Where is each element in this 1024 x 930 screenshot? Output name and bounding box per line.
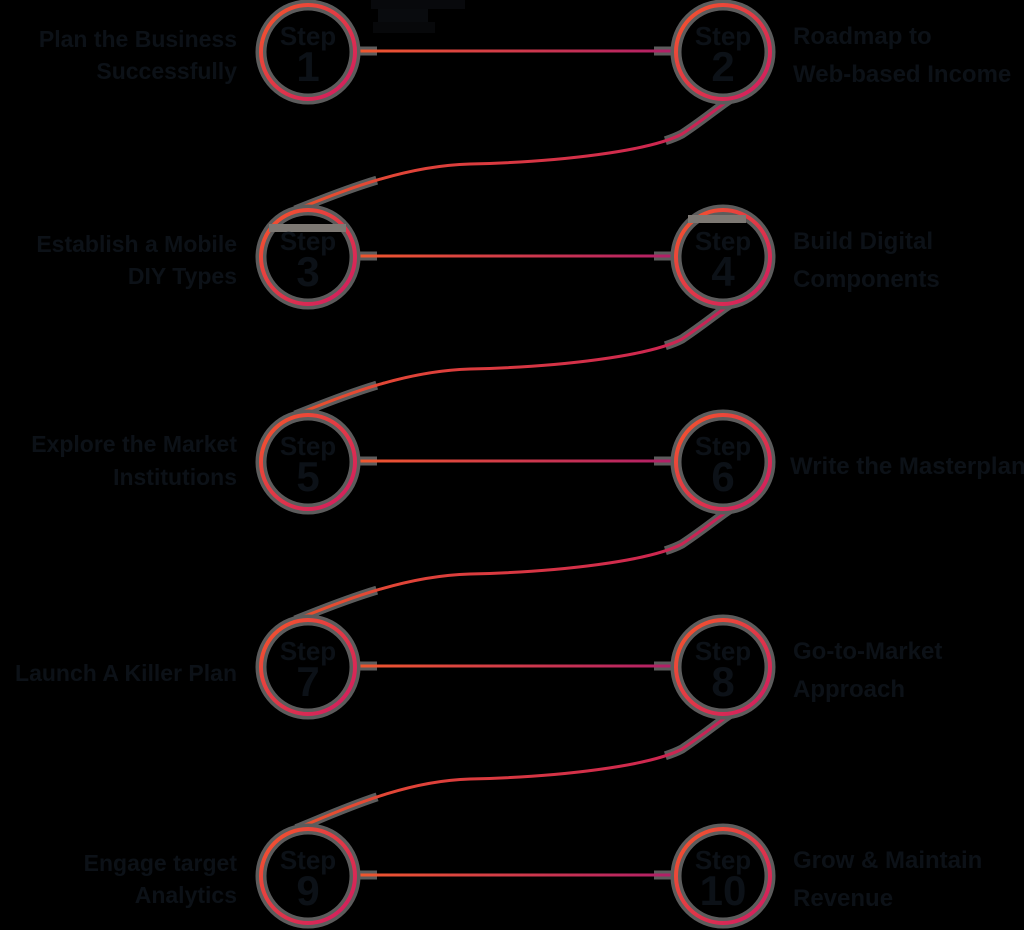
svg-text:Step: Step (280, 226, 336, 256)
svg-text:5: 5 (296, 453, 319, 500)
svg-text:3: 3 (296, 248, 319, 295)
svg-text:Step: Step (695, 636, 751, 666)
svg-text:Components: Components (793, 266, 940, 293)
svg-text:Launch A Killer Plan: Launch A Killer Plan (15, 660, 237, 686)
svg-text:Revenue: Revenue (793, 885, 893, 912)
svg-text:Analytics: Analytics (135, 882, 237, 908)
svg-text:Step: Step (695, 845, 751, 875)
svg-text:Step: Step (695, 226, 751, 256)
svg-text:Step: Step (280, 636, 336, 666)
svg-text:Go-to-Market: Go-to-Market (793, 638, 942, 665)
svg-text:DIY Types: DIY Types (128, 263, 237, 289)
svg-text:Step: Step (695, 431, 751, 461)
svg-text:Write the Masterplan: Write the Masterplan (790, 453, 1024, 480)
svg-text:Plan the Business: Plan the Business (39, 26, 237, 52)
svg-text:9: 9 (296, 867, 319, 914)
svg-text:Web-based Income: Web-based Income (793, 61, 1011, 88)
svg-text:Step: Step (280, 431, 336, 461)
svg-text:7: 7 (296, 658, 319, 705)
svg-text:Step: Step (695, 21, 751, 51)
svg-text:4: 4 (711, 248, 735, 295)
svg-text:6: 6 (711, 453, 734, 500)
svg-text:Build Digital: Build Digital (793, 228, 933, 255)
svg-text:Step: Step (280, 845, 336, 875)
svg-text:8: 8 (711, 658, 734, 705)
svg-text:Approach: Approach (793, 676, 905, 703)
svg-text:Grow & Maintain: Grow & Maintain (793, 847, 982, 874)
svg-text:Step: Step (280, 21, 336, 51)
svg-text:Explore the Market: Explore the Market (31, 431, 237, 457)
svg-text:10: 10 (700, 867, 747, 914)
svg-text:Institutions: Institutions (113, 464, 237, 490)
svg-text:Successfully: Successfully (96, 58, 237, 84)
svg-text:1: 1 (296, 43, 319, 90)
svg-text:2: 2 (711, 43, 734, 90)
svg-text:Engage target: Engage target (84, 850, 238, 876)
svg-text:Roadmap to: Roadmap to (793, 23, 932, 50)
svg-text:Establish a Mobile: Establish a Mobile (36, 231, 237, 257)
